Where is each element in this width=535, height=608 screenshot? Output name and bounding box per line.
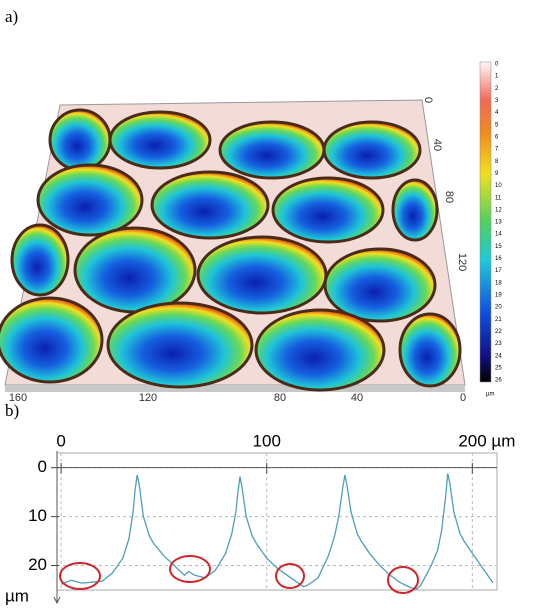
profile-line (60, 473, 494, 590)
crater (108, 110, 212, 170)
crater (48, 108, 112, 172)
highlight-circle (169, 555, 211, 583)
colorbar-label: 5 (495, 122, 499, 128)
colorbar-label: 7 (495, 147, 499, 153)
colorbar-label: 12 (495, 207, 502, 213)
colorbar-label: 19 (495, 293, 502, 299)
colorbar-label: 16 (495, 256, 502, 262)
highlight-circle (387, 566, 419, 594)
crater (150, 170, 270, 240)
colorbar-label: 9 (495, 171, 499, 177)
colorbar-label: 20 (495, 305, 502, 311)
crater (73, 226, 197, 314)
colorbar-label: 2 (495, 86, 499, 92)
crater (0, 296, 104, 384)
y-tick-label: 20 (28, 555, 47, 574)
axis-label: 120 (456, 253, 468, 271)
crater (36, 163, 144, 237)
colorbar-label: 26 (495, 378, 502, 384)
colorbar-label: 24 (495, 353, 502, 359)
colorbar-label: 17 (495, 268, 502, 274)
highlight-circle (275, 563, 305, 589)
axis-label: 0 (460, 392, 466, 404)
colorbar-label: 11 (495, 195, 502, 201)
colorbar-label: 15 (495, 244, 502, 250)
crater (106, 301, 254, 389)
colorbar (479, 61, 492, 383)
panel-label: b) (5, 401, 19, 420)
x-tick-label: 100 (253, 431, 281, 450)
colorbar-label: 3 (495, 98, 499, 104)
axis-label: 40 (351, 392, 363, 404)
colorbar-label: 0 (495, 62, 499, 68)
axis-label: 80 (274, 392, 286, 404)
axis-label: 120 (139, 392, 157, 404)
colorbar-label: 23 (495, 341, 502, 347)
colorbar-label: 14 (495, 232, 502, 238)
axis-label: 40 (431, 139, 443, 151)
x-tick-label: 0 (56, 431, 65, 450)
crater (398, 312, 462, 388)
x-tick-label: 200 µm (458, 431, 515, 450)
axis-label: 80 (443, 191, 455, 203)
axis-label: 0 (422, 97, 434, 103)
surface-render (0, 99, 466, 392)
panel-label: a) (5, 7, 18, 26)
y-axis-arrow (53, 596, 61, 605)
y-tick-label: 10 (28, 506, 47, 525)
crater (254, 308, 386, 392)
plate-edge (5, 385, 465, 392)
crater (218, 120, 326, 180)
colorbar-label: 4 (495, 110, 499, 116)
crater (196, 235, 328, 315)
colorbar-unit: µm (486, 392, 494, 398)
y-tick-label: 0 (38, 457, 47, 476)
crater (391, 178, 439, 242)
colorbar-label: 1 (495, 74, 499, 80)
colorbar-label: 8 (495, 159, 499, 165)
colorbar-label: 13 (495, 220, 502, 226)
crater (10, 223, 70, 297)
colorbar-label: 21 (495, 317, 502, 323)
y-axis-unit: µm (5, 586, 29, 605)
colorbar-label: 18 (495, 280, 502, 286)
colorbar-label: 10 (495, 183, 502, 189)
axis-label: 160 (9, 392, 27, 404)
crater (271, 176, 385, 244)
crater (323, 247, 437, 323)
colorbar-label: 25 (495, 365, 502, 371)
crater (322, 120, 422, 180)
colorbar-label: 22 (495, 329, 502, 335)
highlight-circle (59, 562, 101, 590)
colorbar-label: 6 (495, 135, 499, 141)
